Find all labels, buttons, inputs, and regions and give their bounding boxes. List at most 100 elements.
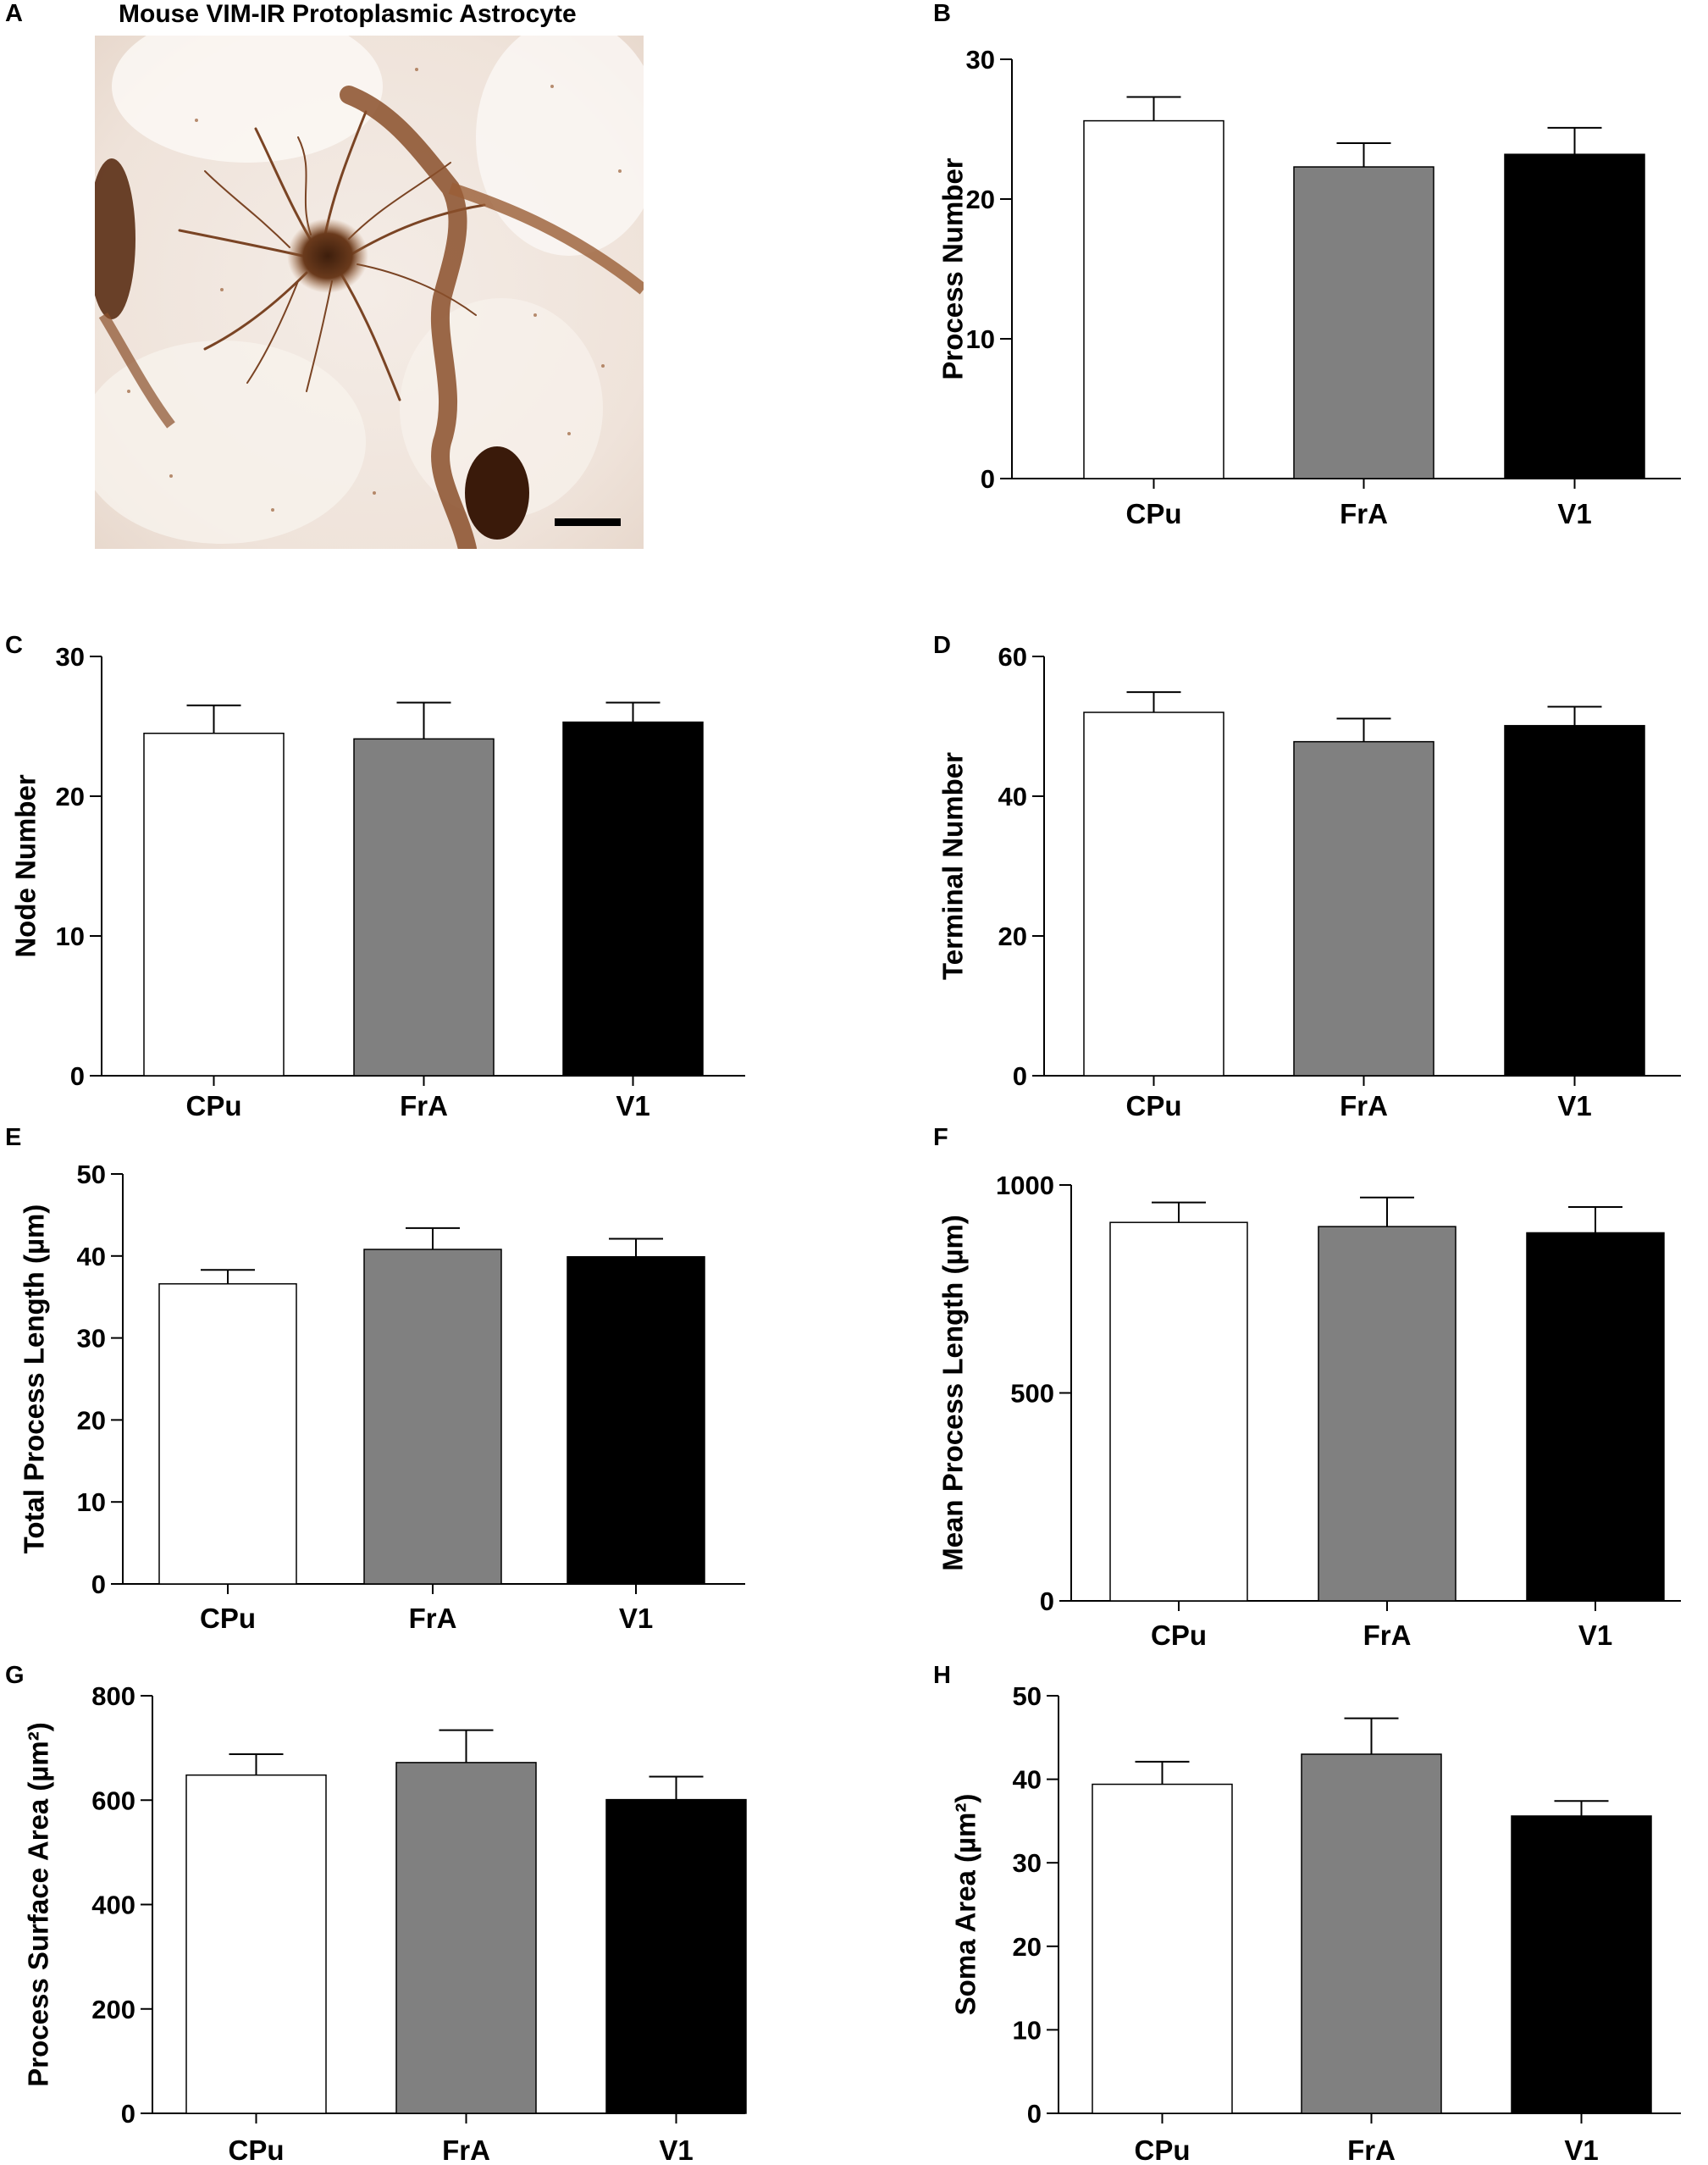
- bar-fra: [1293, 166, 1434, 479]
- x-tick-label: V1: [1557, 498, 1591, 529]
- x-tick-label: FrA: [1340, 1090, 1388, 1121]
- y-tick-label: 20: [966, 185, 995, 214]
- y-tick-label: 40: [77, 1242, 106, 1271]
- y-axis-label: Process Number: [937, 158, 969, 379]
- chart-b-process-number: 0 10 20 30 CPu FrA V1 Process Number: [937, 45, 1681, 529]
- astrocyte-micrograph: [95, 36, 644, 549]
- y-tick-label: 0: [981, 464, 995, 494]
- y-tick-label: 30: [1013, 1848, 1042, 1878]
- chart-e-total-process-length: 0 10 20 30 40 50 CPu FrA V1 Total Process Length …: [19, 1160, 745, 1634]
- y-axis-label: Terminal Number: [937, 752, 969, 980]
- x-tick-label: FrA: [1347, 2135, 1396, 2165]
- x-tick-label: CPu: [186, 1090, 242, 1121]
- bar-cpu: [1109, 1221, 1248, 1602]
- x-tick-label: FrA: [1340, 498, 1388, 529]
- panel-label-f: F: [933, 1124, 948, 1151]
- x-tick-label: V1: [619, 1603, 653, 1634]
- chart-h-soma-area: 0 10 20 30 40 50 CPu FrA V1 Soma Area (µm²): [950, 1681, 1681, 2165]
- y-tick-label: 1000: [996, 1171, 1054, 1200]
- y-tick-label: 0: [70, 1061, 85, 1091]
- y-tick-label: 30: [56, 642, 85, 672]
- astrocyte-soma: [287, 219, 368, 293]
- y-tick-label: 20: [998, 922, 1027, 951]
- y-axis-label: Soma Area (µm²): [950, 1794, 981, 2016]
- x-tick-label: V1: [616, 1090, 649, 1121]
- x-tick-label: CPu: [229, 2135, 285, 2165]
- bar-v1: [1504, 153, 1645, 479]
- astrocyte-image: [95, 36, 644, 549]
- panel-label-b: B: [933, 0, 951, 27]
- y-tick-label: 0: [1027, 2099, 1042, 2129]
- x-tick-label: V1: [659, 2135, 693, 2165]
- panel-label-d: D: [933, 632, 951, 659]
- y-tick-label: 500: [1010, 1379, 1054, 1409]
- y-tick-label: 40: [998, 782, 1027, 811]
- y-axis-label: Node Number: [10, 774, 41, 958]
- bar-fra: [1293, 740, 1434, 1077]
- bar-fra: [395, 1762, 537, 2114]
- y-axis-label: Total Process Length (µm): [19, 1204, 50, 1554]
- panel-label-e: E: [5, 1124, 22, 1151]
- bar-v1: [1526, 1232, 1665, 1602]
- y-tick-label: 10: [56, 922, 85, 951]
- bar-cpu: [185, 1774, 327, 2114]
- y-tick-label: 400: [91, 1891, 135, 1920]
- x-tick-label: CPu: [1135, 2135, 1191, 2165]
- y-axis-label: Mean Process Length (µm): [937, 1215, 969, 1571]
- y-tick-label: 30: [77, 1324, 106, 1354]
- x-tick-label: CPu: [1126, 1090, 1182, 1121]
- panel-label-g: G: [5, 1662, 25, 1689]
- bar-fra: [1318, 1226, 1456, 1602]
- bar-fra: [363, 1249, 502, 1585]
- bar-cpu: [158, 1282, 297, 1585]
- x-tick-label: FrA: [409, 1603, 457, 1634]
- x-tick-label: CPu: [1126, 498, 1182, 529]
- bar-v1: [562, 721, 704, 1077]
- y-tick-label: 0: [1040, 1586, 1054, 1616]
- chart-d-terminal-number: 0 20 40 60 CPu FrA V1 Terminal Number: [937, 642, 1681, 1121]
- panel-label-h: H: [933, 1662, 951, 1689]
- x-tick-label: V1: [1578, 1620, 1612, 1651]
- chart-f-mean-process-length: 0 500 1000 CPu FrA V1 Mean Process Length (µm): [937, 1171, 1681, 1651]
- chart-g-process-surface-area: 0 200 400 600 800 CPu FrA V1 Process Surface Are…: [23, 1681, 747, 2165]
- bar-cpu: [1092, 1783, 1233, 2114]
- bar-cpu: [143, 733, 285, 1077]
- x-tick-label: CPu: [200, 1603, 256, 1634]
- micrograph-title: Mouse VIM-IR Protoplasmic Astrocyte: [119, 0, 577, 28]
- bar-fra: [1301, 1753, 1442, 2114]
- bar-v1: [605, 1798, 747, 2114]
- x-tick-label: FrA: [1363, 1620, 1412, 1651]
- y-tick-label: 0: [91, 1570, 106, 1599]
- x-tick-label: V1: [1557, 1090, 1591, 1121]
- x-tick-label: V1: [1564, 2135, 1598, 2165]
- blood-vessel: [340, 86, 477, 549]
- panel-label-a: A: [5, 0, 23, 27]
- y-tick-label: 50: [77, 1160, 106, 1189]
- y-tick-label: 200: [91, 1995, 135, 2024]
- x-tick-label: CPu: [1151, 1620, 1207, 1651]
- y-tick-label: 50: [1013, 1681, 1042, 1711]
- bar-cpu: [1083, 712, 1224, 1077]
- x-tick-label: FrA: [442, 2135, 490, 2165]
- y-tick-label: 40: [1013, 1765, 1042, 1795]
- y-tick-label: 0: [121, 2099, 135, 2129]
- y-tick-label: 20: [1013, 1932, 1042, 1962]
- x-tick-label: FrA: [400, 1090, 448, 1121]
- y-tick-label: 600: [91, 1786, 135, 1815]
- bar-v1: [567, 1256, 705, 1585]
- y-tick-label: 30: [966, 45, 995, 75]
- y-tick-label: 20: [77, 1405, 106, 1435]
- bar-v1: [1511, 1815, 1652, 2114]
- chart-c-node-number: 0 10 20 30 CPu FrA V1 Node Number: [10, 642, 745, 1121]
- y-axis-label: Process Surface Area (µm²): [23, 1722, 54, 2086]
- panel-label-c: C: [5, 632, 23, 659]
- y-tick-label: 0: [1013, 1061, 1027, 1091]
- y-tick-label: 10: [1013, 2015, 1042, 2045]
- y-tick-label: 60: [998, 642, 1027, 672]
- y-tick-label: 20: [56, 782, 85, 811]
- bar-cpu: [1083, 119, 1224, 479]
- bar-fra: [353, 738, 495, 1077]
- y-tick-label: 800: [91, 1681, 135, 1711]
- y-tick-label: 10: [77, 1487, 106, 1517]
- bar-v1: [1504, 724, 1645, 1077]
